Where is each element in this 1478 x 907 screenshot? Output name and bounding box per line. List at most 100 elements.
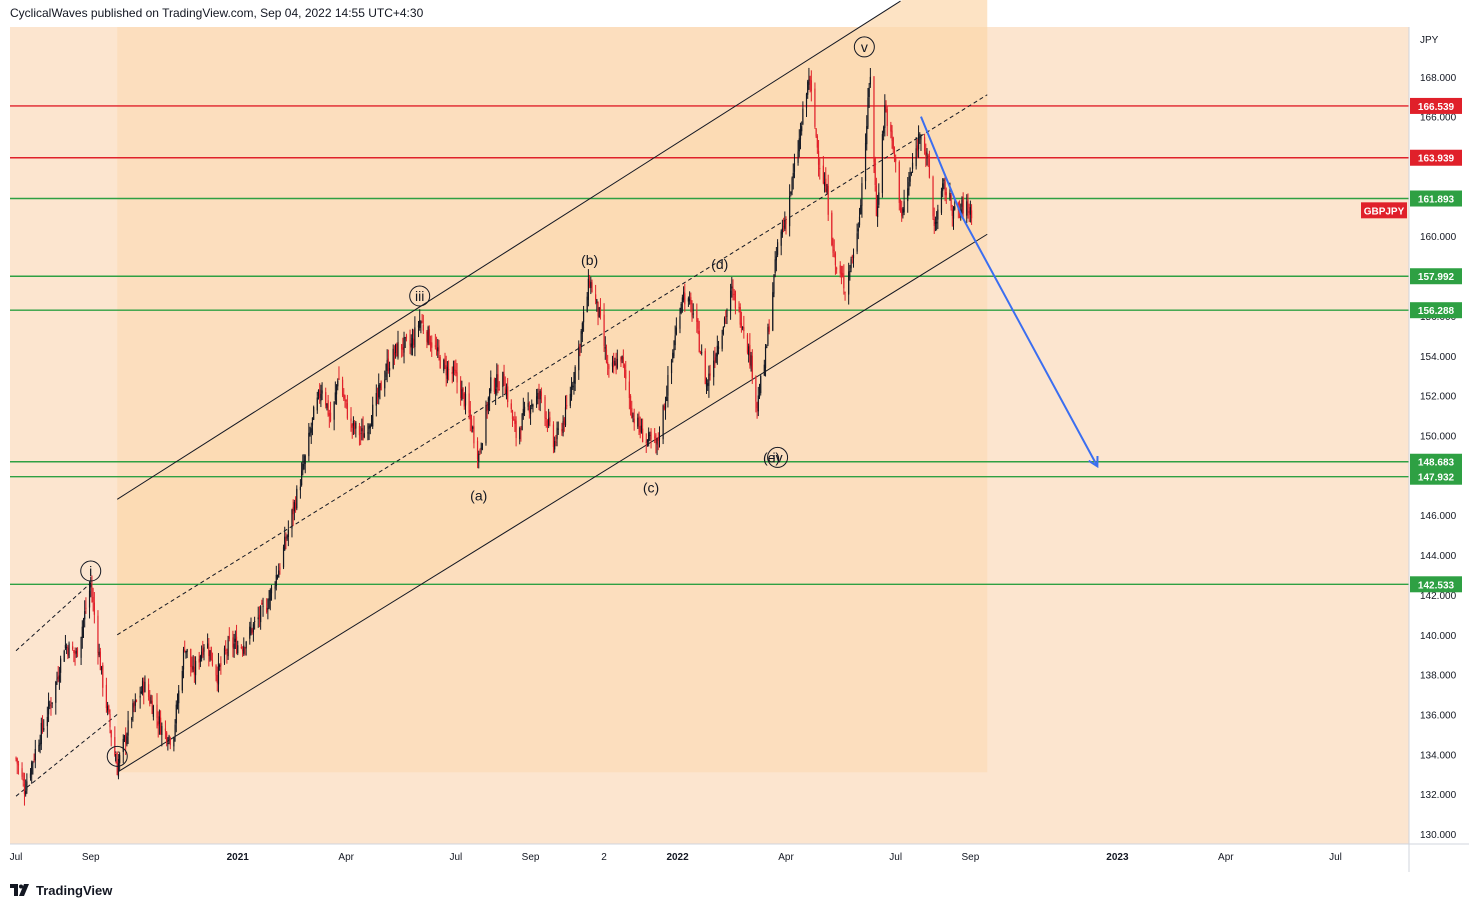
candle [434, 333, 436, 350]
candle-body [421, 321, 423, 323]
candle-body [637, 417, 639, 427]
candle-body [731, 286, 733, 289]
candle [750, 351, 752, 372]
candle-body [510, 403, 512, 410]
candle [268, 590, 270, 609]
candle [864, 133, 867, 190]
outer-channel-lower-line[interactable] [15, 714, 118, 797]
candle-body [901, 207, 903, 217]
candle-body [919, 136, 921, 138]
channel-mid-line[interactable] [116, 94, 988, 636]
candle-body [291, 509, 293, 529]
candle [84, 600, 86, 628]
candle-body [819, 168, 821, 170]
wave-label-e[interactable]: (e) [763, 449, 780, 465]
candle [903, 189, 905, 216]
wave-label-v[interactable]: v [853, 36, 875, 58]
candle [531, 399, 533, 410]
wave-label-d[interactable]: (d) [711, 256, 728, 272]
candle-body [726, 309, 728, 317]
candle-body [756, 402, 758, 409]
candle [139, 686, 141, 709]
candle-body [809, 76, 811, 81]
candle [637, 413, 639, 429]
candle-body [538, 393, 540, 399]
candle-body [937, 209, 939, 220]
candle-body [47, 701, 50, 715]
level-tag-142.533[interactable]: 142.533 [1410, 576, 1462, 593]
candle [772, 282, 774, 332]
candle-body [90, 584, 92, 588]
y-tick-label: 160.000 [1420, 232, 1457, 243]
candle [260, 605, 262, 630]
candle-body [34, 748, 36, 761]
candle [309, 426, 311, 437]
candle [760, 374, 762, 396]
candle [734, 290, 737, 315]
wave-label-text: i [89, 563, 92, 579]
projection-arrow[interactable] [920, 116, 1097, 466]
candle [421, 313, 423, 324]
wave-label-iii[interactable]: iii [409, 285, 431, 307]
wave-label-iv[interactable]: iv [767, 446, 789, 468]
candle-body [940, 191, 943, 213]
candle-body [682, 291, 685, 301]
candle-body [304, 455, 306, 464]
time-axis[interactable]: Jul Sep 2021 Apr Jul Sep 2 2022 Apr Jul Sep 2023 Apr… [10, 852, 1342, 863]
candle [460, 376, 462, 406]
candle [64, 634, 67, 651]
candle [291, 508, 293, 538]
level-tag-156.288[interactable]: 156.288 [1410, 302, 1462, 319]
wave-label-text: iii [415, 288, 424, 304]
candle [692, 303, 694, 319]
wave-label-c[interactable]: (c) [643, 479, 659, 495]
candle-body [327, 400, 329, 415]
candle [832, 237, 834, 258]
candle-body [951, 209, 953, 216]
level-tag-161.893[interactable]: 161.893 [1410, 190, 1462, 207]
candle [431, 335, 433, 357]
wave-label-a[interactable]: (a) [470, 487, 487, 503]
candle-body [219, 664, 221, 667]
channel-upper-line[interactable] [116, 0, 901, 500]
candle [426, 330, 428, 349]
candle-body [344, 395, 346, 401]
level-tag-166.539[interactable]: 166.539 [1410, 97, 1462, 114]
candle [326, 403, 328, 411]
level-tag-157.992[interactable]: 157.992 [1410, 268, 1462, 285]
candle-body [108, 705, 110, 713]
level-tag-163.939[interactable]: 163.939 [1410, 149, 1462, 166]
candle-body [692, 313, 694, 315]
candle-body [194, 660, 197, 676]
candle-body [532, 405, 534, 407]
candle [944, 173, 946, 202]
candle-body [776, 242, 779, 255]
candle [883, 125, 885, 141]
candle [270, 584, 273, 601]
candle [341, 376, 344, 398]
outer-channel-upper-line[interactable] [15, 582, 92, 652]
level-tag-147.932[interactable]: 147.932 [1410, 468, 1462, 485]
wave-label-i[interactable]: i [80, 560, 102, 582]
candle-body [654, 436, 656, 438]
level-tag-bg [1410, 453, 1462, 470]
symbol-tag[interactable]: GBPJPY [1361, 202, 1407, 219]
wave-label-ii[interactable]: ii [106, 745, 128, 767]
candle-body [116, 761, 118, 775]
channel-lower-line[interactable] [116, 233, 988, 773]
axis-currency: JPY [1420, 35, 1439, 46]
candle-body [666, 396, 668, 402]
candle-body [470, 418, 473, 432]
candle-body [749, 345, 751, 366]
candle-body [698, 330, 700, 353]
candle [46, 706, 48, 738]
candle [815, 128, 817, 139]
level-tag-bg [1410, 302, 1462, 319]
level-tag-148.683[interactable]: 148.683 [1410, 453, 1462, 470]
candle [556, 421, 558, 447]
wave-label-b[interactable]: (b) [581, 252, 598, 268]
candle-body [105, 684, 107, 709]
candle-body [839, 265, 841, 274]
candle [723, 316, 726, 328]
